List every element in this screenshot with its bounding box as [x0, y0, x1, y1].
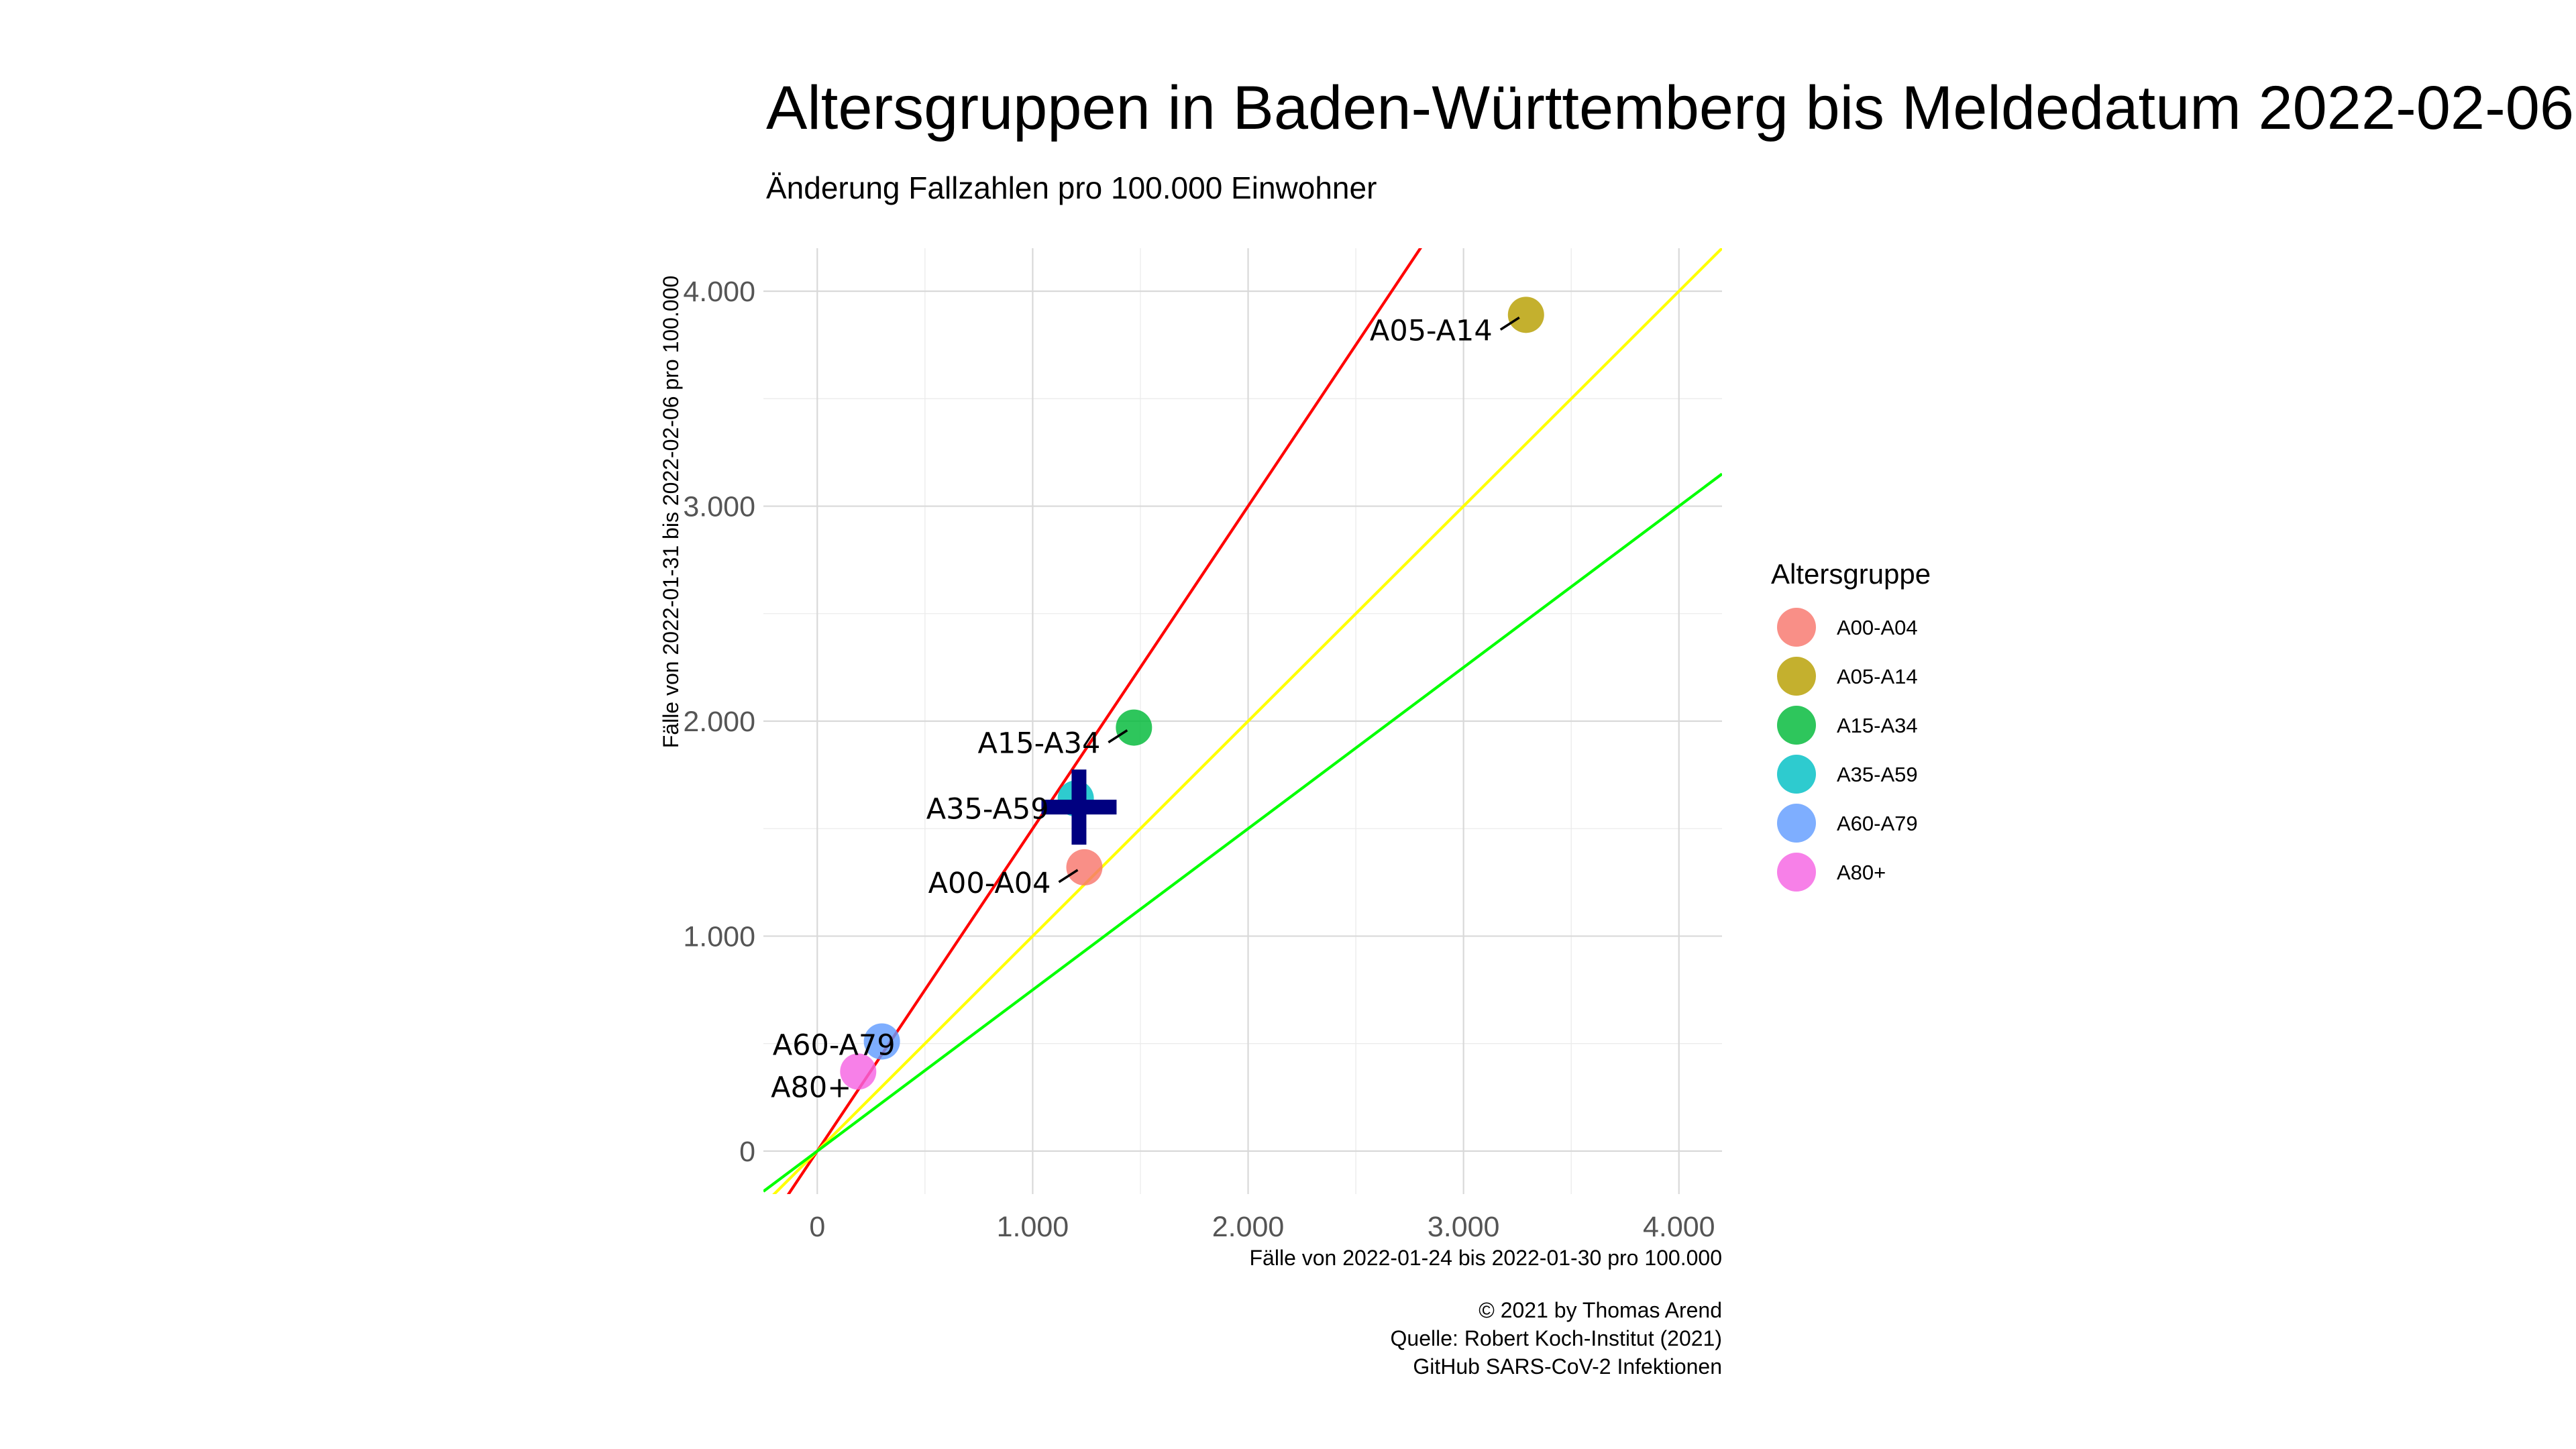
legend-title: Altersgruppe — [1771, 558, 1931, 590]
chart-subtitle: Änderung Fallzahlen pro 100.000 Einwohne… — [766, 170, 1377, 205]
point-label: A00-A04 — [928, 867, 1051, 900]
point-label: A15-A34 — [977, 727, 1100, 761]
chart-title: Altersgruppen in Baden-Württemberg bis M… — [766, 74, 2574, 142]
legend-label: A00-A04 — [1837, 616, 1918, 639]
x-tick-label: 4.000 — [1643, 1211, 1715, 1243]
point-labels: A00-A04 A05-A14 A15-A34 A35-A59 A60-A79 A80+ — [771, 314, 1520, 1104]
label-leader-line — [1499, 316, 1520, 331]
legend-key — [1777, 608, 1816, 647]
caption: © 2021 by Thomas Arend Quelle: Robert Ko… — [1391, 1298, 1722, 1379]
point-label: A60-A79 — [773, 1028, 896, 1062]
y-tick-label: 1.000 — [683, 920, 755, 953]
x-tick-label: 0 — [809, 1211, 825, 1243]
data-point — [863, 1023, 900, 1060]
point-label: A35-A59 — [926, 792, 1049, 826]
point-label: A05-A14 — [1370, 314, 1493, 347]
grid — [763, 248, 1722, 1194]
x-tick-label: 3.000 — [1428, 1211, 1500, 1243]
data-points — [840, 297, 1544, 1090]
caption-line-3: GitHub SARS-CoV-2 Infektionen — [1413, 1354, 1722, 1379]
y-tick-label: 2.000 — [683, 706, 755, 738]
legend-label: A35-A59 — [1837, 763, 1918, 786]
y-tick-label: 3.000 — [683, 491, 755, 523]
legend-label: A60-A79 — [1837, 812, 1918, 835]
legend-label: A05-A14 — [1837, 665, 1918, 688]
legend-key — [1777, 853, 1816, 892]
caption-line-2: Quelle: Robert Koch-Institut (2021) — [1391, 1326, 1722, 1350]
y-tick-label: 0 — [739, 1136, 755, 1168]
legend-key — [1777, 804, 1816, 843]
reference-lines — [763, 248, 1722, 1194]
x-tick-label: 1.000 — [997, 1211, 1069, 1243]
legend-key — [1777, 706, 1816, 745]
legend-label: A80+ — [1837, 861, 1886, 884]
legend-key — [1777, 755, 1816, 794]
data-point — [1066, 849, 1103, 885]
data-point — [1116, 709, 1152, 746]
reference-line — [763, 472, 1722, 1193]
x-tick-label: 2.000 — [1212, 1211, 1285, 1243]
x-axis-title: Fälle von 2022-01-24 bis 2022-01-30 pro … — [1250, 1246, 1723, 1270]
label-leader-line — [1058, 869, 1079, 883]
y-tick-label: 4.000 — [683, 276, 755, 308]
legend-label: A15-A34 — [1837, 714, 1918, 737]
y-axis-title: Fälle von 2022-01-31 bis 2022-02-06 pro … — [659, 276, 683, 749]
point-label: A80+ — [771, 1071, 851, 1104]
label-leader-line — [1108, 729, 1128, 744]
reference-line — [786, 248, 1422, 1194]
x-tick-labels: 0 1.000 2.000 3.000 4.000 — [809, 1211, 1715, 1243]
caption-line-1: © 2021 by Thomas Arend — [1479, 1298, 1722, 1322]
legend-key — [1777, 657, 1816, 696]
legend: Altersgruppe A00-A04 A05-A14 A15-A34 A35-A5… — [1771, 558, 1931, 892]
data-point — [1507, 297, 1544, 333]
reference-line — [772, 248, 1722, 1194]
data-point — [840, 1053, 877, 1090]
y-tick-labels: 0 1.000 2.000 3.000 4.000 — [683, 276, 755, 1168]
